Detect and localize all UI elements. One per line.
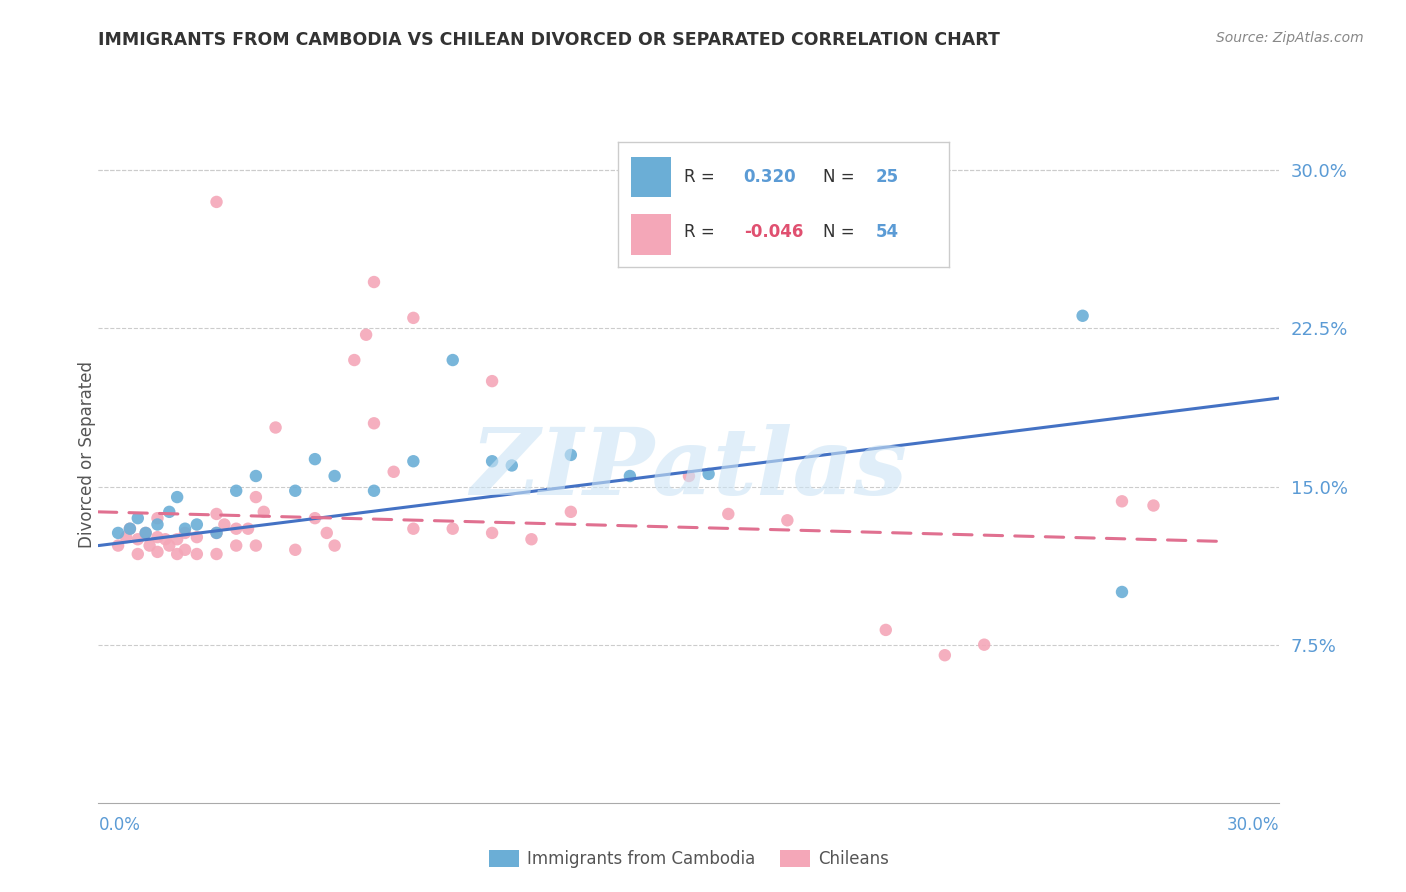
Point [717, 507, 740, 521]
Point [402, 310, 425, 325]
Point [304, 511, 326, 525]
Point [323, 539, 346, 553]
Point [225, 522, 247, 536]
Point [166, 490, 188, 504]
Text: IMMIGRANTS FROM CAMBODIA VS CHILEAN DIVORCED OR SEPARATED CORRELATION CHART: IMMIGRANTS FROM CAMBODIA VS CHILEAN DIVO… [98, 31, 1000, 49]
Point [1111, 494, 1133, 508]
Point [205, 525, 228, 540]
Point [284, 483, 307, 498]
Point [481, 454, 503, 468]
Point [520, 533, 543, 547]
Point [402, 454, 425, 468]
Point [225, 483, 247, 498]
Point [107, 525, 129, 540]
Point [363, 483, 385, 498]
Point [245, 469, 267, 483]
Point [174, 522, 197, 536]
Point [973, 638, 995, 652]
Point [481, 525, 503, 540]
Point [186, 517, 208, 532]
Point [127, 547, 149, 561]
Point [115, 530, 138, 544]
Point [174, 542, 197, 557]
Y-axis label: Divorced or Separated: Divorced or Separated [79, 361, 96, 549]
Point [225, 539, 247, 553]
Point [214, 517, 236, 532]
Point [619, 469, 641, 483]
Point [560, 505, 582, 519]
Point [875, 623, 897, 637]
Text: Source: ZipAtlas.com: Source: ZipAtlas.com [1216, 31, 1364, 45]
Point [441, 522, 464, 536]
Point [118, 522, 141, 536]
Point [146, 530, 169, 544]
Point [253, 505, 276, 519]
Point [135, 525, 157, 540]
Point [560, 448, 582, 462]
Point [304, 452, 326, 467]
Point [155, 533, 177, 547]
Point [354, 327, 377, 342]
Point [107, 539, 129, 553]
Point [363, 417, 385, 431]
Point [157, 505, 180, 519]
Point [697, 467, 720, 481]
Point [166, 547, 188, 561]
Point [205, 507, 228, 521]
Point [146, 517, 169, 532]
Point [264, 420, 287, 434]
Point [1111, 585, 1133, 599]
Point [166, 533, 188, 547]
Point [284, 542, 307, 557]
Point [363, 275, 385, 289]
Point [343, 353, 366, 368]
Point [205, 525, 228, 540]
Point [402, 522, 425, 536]
Point [146, 545, 169, 559]
Legend: Immigrants from Cambodia, Chileans: Immigrants from Cambodia, Chileans [482, 843, 896, 874]
Point [934, 648, 956, 663]
Point [1071, 309, 1094, 323]
Point [441, 353, 464, 368]
Point [205, 547, 228, 561]
Point [323, 469, 346, 483]
Point [127, 533, 149, 547]
Text: 0.0%: 0.0% [98, 816, 141, 834]
Point [382, 465, 405, 479]
Point [501, 458, 523, 473]
Point [1142, 499, 1164, 513]
Point [186, 530, 208, 544]
Point [481, 374, 503, 388]
Point [245, 490, 267, 504]
Point [678, 469, 700, 483]
Point [118, 522, 141, 536]
Point [186, 547, 208, 561]
Point [205, 194, 228, 209]
Point [245, 539, 267, 553]
Text: 30.0%: 30.0% [1227, 816, 1279, 834]
Point [776, 513, 799, 527]
Text: ZIPatlas: ZIPatlas [471, 424, 907, 514]
Point [135, 525, 157, 540]
Point [236, 522, 259, 536]
Point [174, 525, 197, 540]
Point [127, 511, 149, 525]
Point [157, 539, 180, 553]
Point [138, 539, 160, 553]
Point [315, 525, 337, 540]
Point [146, 511, 169, 525]
